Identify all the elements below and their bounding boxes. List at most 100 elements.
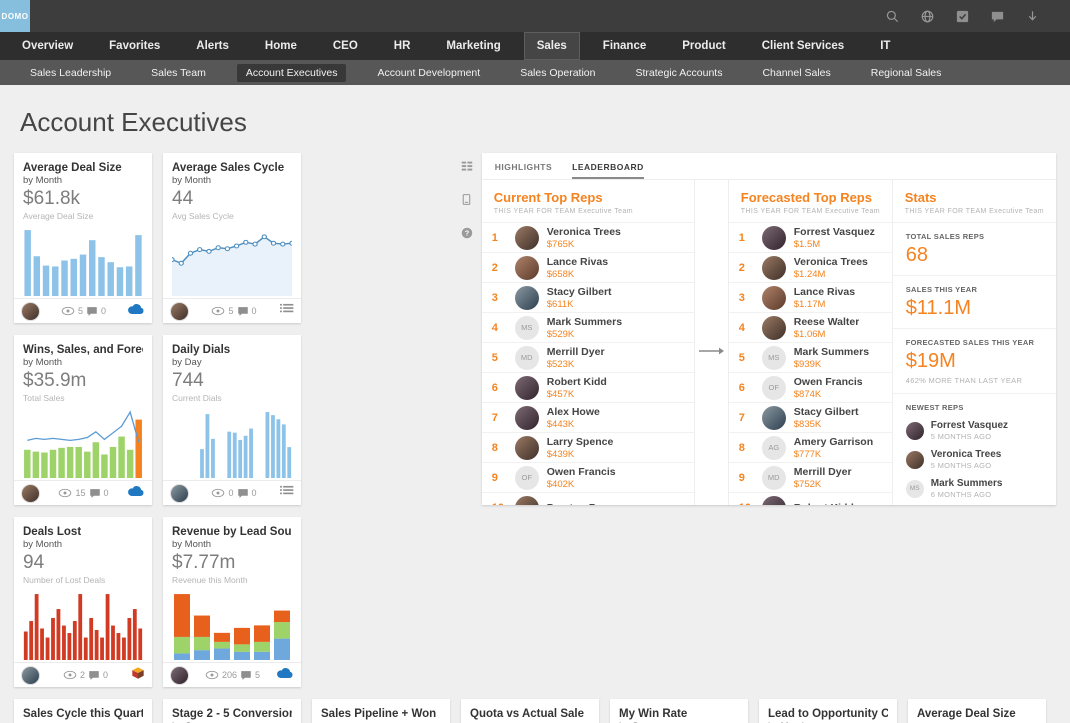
card-subtitle: by Month (23, 539, 63, 550)
list-icon[interactable] (279, 485, 294, 497)
subnav-tab-channel-sales[interactable]: Channel Sales (762, 66, 831, 79)
comment-icon[interactable] (237, 488, 249, 499)
stat-value: 68 (905, 244, 928, 266)
list-icon[interactable] (279, 303, 294, 315)
rep-row[interactable]: 1 Forrest Vasquez $1.5M (728, 222, 892, 252)
owner-avatar[interactable] (170, 483, 189, 503)
owner-avatar[interactable] (21, 301, 40, 321)
card-body: Average Sales Cycle by Month 44 Avg Sales C… (163, 153, 301, 298)
rep-row[interactable]: 9 MD Merrill Dyer $752K (728, 462, 892, 492)
rep-value: $439K (546, 448, 575, 460)
subnav-tab-sales-team[interactable]: Sales Team (151, 66, 206, 79)
rep-row[interactable]: 2 Veronica Trees $1.24M (728, 252, 892, 282)
nav-tab-it[interactable]: IT (880, 40, 891, 52)
nav-tab-product[interactable]: Product (682, 40, 726, 52)
nav-tab-finance[interactable]: Finance (602, 40, 647, 52)
card-wins-sales-forecast[interactable]: Wins, Sales, and Forecastby Month $35.9m T… (14, 335, 152, 505)
rep-row[interactable]: 7 Alex Howe $443K (481, 402, 694, 432)
nav-tab-ceo[interactable]: CEO (332, 40, 358, 52)
tab-highlights[interactable]: HIGHLIGHTS (494, 162, 553, 172)
rep-row[interactable]: 8 AG Amery Garrison $777K (728, 432, 892, 462)
avatar (514, 255, 539, 280)
card-sales-pipeline-won[interactable]: Sales Pipeline + Won$1.41mPipeline Value… (312, 699, 450, 723)
card-quota-vs-actual-sale[interactable]: Quota vs Actual Sale3677 (461, 699, 599, 723)
card-caption: Revenue this Month (172, 575, 248, 585)
card-stage-2-5-conversion[interactable]: Stage 2 - 5 Conversionby Quarter28.99 %A… (163, 699, 301, 723)
rep-name: Mark Summers (793, 345, 870, 358)
owner-avatar[interactable] (170, 301, 189, 321)
nav-tab-marketing[interactable]: Marketing (446, 40, 501, 52)
nav-tab-home[interactable]: Home (264, 40, 297, 52)
tab-leaderboard[interactable]: LEADERBOARD (572, 162, 644, 179)
cloud-icon[interactable] (276, 667, 294, 679)
subnav-tab-strategic-accounts[interactable]: Strategic Accounts (635, 66, 723, 79)
nav-tab-client-services[interactable]: Client Services (761, 40, 845, 52)
subnav-tab-account-development[interactable]: Account Development (377, 66, 481, 79)
rep-value: $1.24M (793, 268, 826, 280)
comment-icon[interactable] (237, 306, 249, 317)
chat-icon[interactable] (990, 9, 1005, 24)
doc-icon[interactable] (460, 193, 473, 206)
dashboard-content: Average Deal Size by Month $61.8k Average D… (0, 153, 1070, 723)
comment-icon[interactable] (88, 670, 100, 681)
nav-tab-favorites[interactable]: Favorites (109, 40, 161, 52)
rep-row[interactable]: 7 Stacy Gilbert $835K (728, 402, 892, 432)
download-icon[interactable] (1025, 9, 1040, 24)
card-lead-to-opportunity-conversion[interactable]: Lead to Opportunity Con...by Month57.3 %… (759, 699, 897, 723)
comment-icon[interactable] (240, 670, 252, 681)
rep-row[interactable]: 10 Preston Barr (481, 492, 694, 505)
avatar (514, 285, 539, 310)
rep-row[interactable]: 2 Lance Rivas $658K (481, 252, 694, 282)
nav-tab-sales[interactable]: Sales (523, 32, 580, 60)
rep-row[interactable]: 6 Robert Kidd $457K (481, 372, 694, 402)
card-daily-dials[interactable]: Daily Dials by Day 744 Current Dials 0 0 (163, 335, 301, 505)
rep-row[interactable]: 4 Reese Walter $1.06M (728, 312, 892, 342)
rep-row[interactable]: 6 OF Owen Francis $874K (728, 372, 892, 402)
nav-tab-hr[interactable]: HR (393, 40, 411, 52)
rep-row[interactable]: 9 OF Owen Francis $402K (481, 462, 694, 492)
search-icon[interactable] (885, 9, 900, 24)
subnav-tab-sales-leadership[interactable]: Sales Leadership (30, 66, 112, 79)
card-average-deal-size-month[interactable]: Average Deal Size by Month $61.8k Average D… (14, 153, 152, 323)
tasks-icon[interactable] (955, 9, 970, 24)
newest-rep-row[interactable]: Veronica Trees 5 MONTHS AGO (905, 449, 1043, 470)
cube-icon[interactable] (131, 666, 145, 680)
owner-avatar[interactable] (21, 483, 40, 503)
rep-row[interactable]: 10 Robert Kidd (728, 492, 892, 505)
owner-avatar[interactable] (21, 665, 40, 685)
rep-row[interactable]: 5 MS Mark Summers $939K (728, 342, 892, 372)
newest-rep-row[interactable]: MS Mark Summers 6 MONTHS AGO (905, 478, 1043, 499)
cloud-icon[interactable] (127, 485, 145, 497)
nav-tab-alerts[interactable]: Alerts (196, 40, 229, 52)
grid-icon[interactable] (460, 159, 474, 173)
help-icon[interactable]: ? (460, 226, 474, 240)
globe-icon[interactable] (920, 9, 935, 24)
stats-column: Stats THIS YEAR FOR TEAM Executive Team TO… (892, 180, 1056, 505)
card-stats: 15 0 (58, 488, 109, 499)
card-my-win-rate[interactable]: My Win Rateby Quarter20.4 %Avg Win Rate … (610, 699, 748, 723)
card-average-sales-cycle[interactable]: Average Sales Cycle by Month 44 Avg Sales C… (163, 153, 301, 323)
card-sales-cycle-this-quarter[interactable]: Sales Cycle this Quarter43Average Sales … (14, 699, 152, 723)
avatar-initials: MS (905, 479, 924, 498)
rep-row[interactable]: 3 Lance Rivas $1.17M (728, 282, 892, 312)
subnav-tab-regional-sales[interactable]: Regional Sales (870, 66, 942, 79)
cloud-icon[interactable] (127, 303, 145, 315)
card-revenue-by-lead-source[interactable]: Revenue by Lead Sourceby Month $7.77m Reve… (163, 517, 301, 687)
rep-row[interactable]: 5 MD Merrill Dyer $523K (481, 342, 694, 372)
rep-row[interactable]: 1 Veronica Trees $765K (481, 222, 694, 252)
nav-tab-overview[interactable]: Overview (22, 40, 74, 52)
card-deals-lost[interactable]: Deals Lost by Month 94 Number of Lost Deals… (14, 517, 152, 687)
rep-row[interactable]: 4 MS Mark Summers $529K (481, 312, 694, 342)
rep-row[interactable]: 8 Larry Spence $439K (481, 432, 694, 462)
newest-rep-row[interactable]: Forrest Vasquez 5 MONTHS AGO (905, 420, 1043, 441)
subnav-tab-sales-operation[interactable]: Sales Operation (520, 66, 596, 79)
card-average-deal-size[interactable]: Average Deal Size$43.5kAverage Deal Size… (908, 699, 1046, 723)
domo-logo[interactable]: DOMO (0, 0, 30, 32)
subnav-tab-account-executives[interactable]: Account Executives (236, 63, 347, 82)
comment-icon[interactable] (86, 306, 98, 317)
comment-icon[interactable] (89, 488, 101, 499)
owner-avatar[interactable] (170, 665, 189, 685)
rep-row[interactable]: 3 Stacy Gilbert $611K (481, 282, 694, 312)
